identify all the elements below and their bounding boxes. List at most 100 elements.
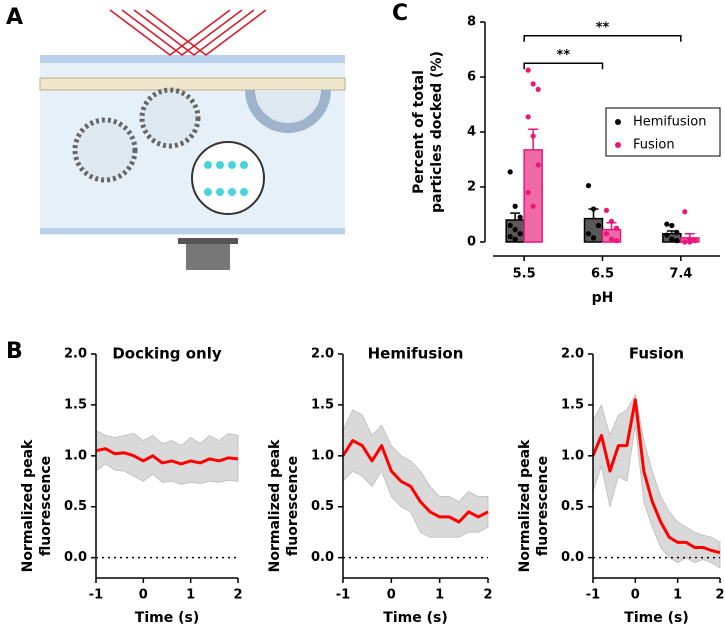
data-point (585, 183, 592, 189)
x-tick-label: 1 (186, 588, 195, 603)
y-axis-label: Normalized peak (517, 439, 533, 572)
fused-virus (245, 89, 331, 133)
x-tick-label: 1 (673, 588, 682, 603)
legend-marker (615, 119, 621, 125)
data-point (530, 133, 536, 139)
data-point (525, 189, 531, 196)
y-tick-label: 0.0 (311, 550, 334, 565)
data-line (341, 439, 489, 524)
y-tick-label: 1.5 (311, 397, 334, 412)
data-point (512, 203, 518, 209)
y-axis-label: Percent of total (411, 70, 427, 194)
data-point (669, 222, 675, 229)
significance-bracket (523, 35, 682, 42)
data-point (590, 235, 597, 241)
y-tick-label: 0.5 (561, 499, 584, 514)
y-tick-label: 2.0 (311, 347, 334, 362)
data-point (595, 222, 602, 229)
legend-label: Fusion (633, 138, 675, 153)
x-tick-label: 1 (435, 588, 444, 603)
laser (109, 9, 267, 56)
x-tick-label: 6.5 (591, 267, 614, 282)
x-tick-label: 0 (631, 588, 640, 603)
y-tick-label: 1.5 (64, 397, 87, 412)
data-point (603, 231, 610, 237)
data-point (692, 238, 698, 244)
data-point (613, 238, 620, 244)
glass (40, 55, 345, 63)
y-axis-label: Normalized peak (267, 439, 283, 572)
error-band (342, 409, 489, 538)
significance-bracket (523, 62, 604, 70)
objective (178, 238, 238, 244)
zoom (191, 141, 265, 215)
y-axis-label: particles docked (%) (429, 51, 445, 213)
legend-marker (615, 142, 621, 148)
error-band (592, 393, 721, 569)
x-axis-label: Time (s) (135, 610, 199, 626)
data-point (517, 214, 523, 220)
data-point (682, 209, 688, 215)
data-point (530, 203, 536, 209)
data-point (530, 81, 536, 87)
data-point (603, 207, 610, 213)
x-tick-label: 2 (715, 588, 724, 603)
glass (40, 228, 345, 234)
y-tick-label: 2.0 (561, 347, 584, 362)
panel-label: C (392, 1, 408, 26)
data-point (535, 86, 541, 92)
error-bar (528, 128, 539, 150)
y-tick-label: 1.0 (561, 448, 584, 463)
data-point (507, 222, 513, 229)
y-tick-label: 0.0 (64, 550, 87, 565)
y-tick-label: 6 (467, 70, 476, 85)
x-tick-label: 0 (387, 588, 396, 603)
chart-title: Docking only (112, 345, 222, 363)
panel-label: A (6, 5, 23, 30)
y-tick-label: 0 (467, 235, 476, 250)
bilayer (39, 77, 346, 91)
significance-label: ** (557, 48, 571, 63)
y-tick-label: 8 (467, 15, 476, 30)
x-tick-label: 7.4 (669, 267, 692, 282)
data-point (608, 218, 615, 224)
significance-label: ** (596, 20, 610, 35)
x-tick-label: 2 (483, 588, 492, 603)
chart-title: Fusion (629, 345, 684, 363)
y-axis-label: fluorescence (535, 456, 551, 556)
data-point (664, 232, 670, 238)
x-tick-label: -1 (89, 588, 103, 603)
data-point (512, 236, 518, 242)
y-axis-label: fluorescence (38, 456, 54, 556)
y-tick-label: 1.0 (311, 448, 334, 463)
data-point (535, 162, 541, 168)
data-point (613, 225, 620, 231)
data-point (608, 236, 615, 242)
data-point (669, 236, 675, 242)
data-point (585, 231, 592, 237)
chart-title: Hemifusion (368, 345, 464, 363)
virus (72, 117, 138, 183)
data-point (525, 67, 531, 73)
data-line (591, 398, 721, 555)
y-tick-label: 1.5 (561, 397, 584, 412)
panel-label: B (6, 339, 23, 364)
data-point (590, 206, 597, 212)
data-point (687, 239, 693, 245)
error-bar (510, 212, 521, 220)
x-tick-label: 5.5 (513, 267, 536, 282)
x-axis-label: Time (s) (383, 610, 447, 626)
data-point (507, 169, 513, 175)
data-point (682, 239, 688, 245)
x-tick-label: 0 (139, 588, 148, 603)
y-tick-label: 2.0 (64, 347, 87, 362)
x-axis-label: Time (s) (624, 610, 688, 626)
data-point (674, 238, 680, 244)
data-point (512, 227, 518, 233)
objective (186, 240, 230, 270)
error-band (95, 429, 239, 485)
x-axis-label: pH (592, 290, 614, 306)
x-tick-label: -1 (336, 588, 350, 603)
data-point (517, 231, 523, 237)
